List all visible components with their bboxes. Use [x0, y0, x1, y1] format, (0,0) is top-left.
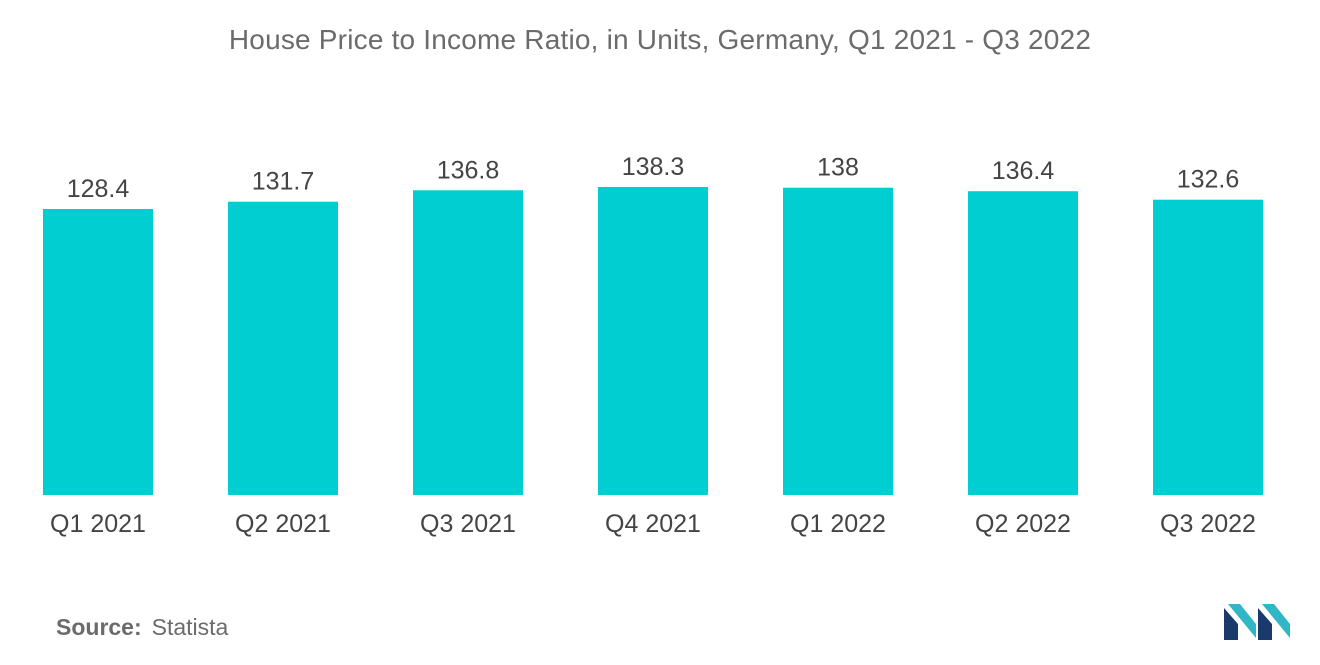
source-label: Source: [56, 614, 142, 640]
x-tick-label: Q4 2021 [605, 510, 701, 538]
source-value: Statista [151, 614, 229, 640]
mordor-intelligence-logo-icon [1224, 604, 1290, 640]
bar-value-label: 128.4 [67, 175, 130, 203]
bar-q2-2021 [228, 201, 338, 495]
x-tick-label: Q3 2022 [1160, 510, 1256, 538]
bar-q1-2021 [43, 209, 153, 495]
bar-value-label: 132.6 [1177, 166, 1240, 194]
x-tick-label: Q2 2022 [975, 510, 1071, 538]
bar-value-label: 131.7 [252, 168, 315, 196]
bar-q1-2022 [783, 187, 893, 495]
value-labels-layer: 128.4 131.7 136.8 138.3 138 136.4 132.6 [67, 153, 1240, 203]
chart-title: House Price to Income Ratio, in Units, G… [228, 24, 1092, 55]
bar-chart: 128.4 131.7 136.8 138.3 138 136.4 132.6 Q1 202… [43, 153, 1263, 538]
x-tick-label: Q1 2021 [50, 510, 146, 538]
source-note: Source: Statista [56, 614, 228, 641]
bar-q2-2022 [968, 191, 1078, 495]
bar-value-label: 136.4 [992, 157, 1055, 185]
bar-q3-2022 [1153, 199, 1263, 495]
bars-layer [43, 187, 1263, 496]
bar-value-label: 136.8 [437, 156, 500, 184]
x-axis-tick-labels: Q1 2021 Q2 2021 Q3 2021 Q4 2021 Q1 2022 Q2 20… [50, 510, 1256, 538]
x-tick-label: Q3 2021 [420, 510, 516, 538]
bar-value-label: 138 [817, 154, 859, 182]
x-tick-label: Q1 2022 [790, 510, 886, 538]
bar-value-label: 138.3 [622, 153, 685, 181]
bar-q4-2021 [598, 187, 708, 495]
bar-q3-2021 [413, 190, 523, 496]
x-tick-label: Q2 2021 [235, 510, 331, 538]
